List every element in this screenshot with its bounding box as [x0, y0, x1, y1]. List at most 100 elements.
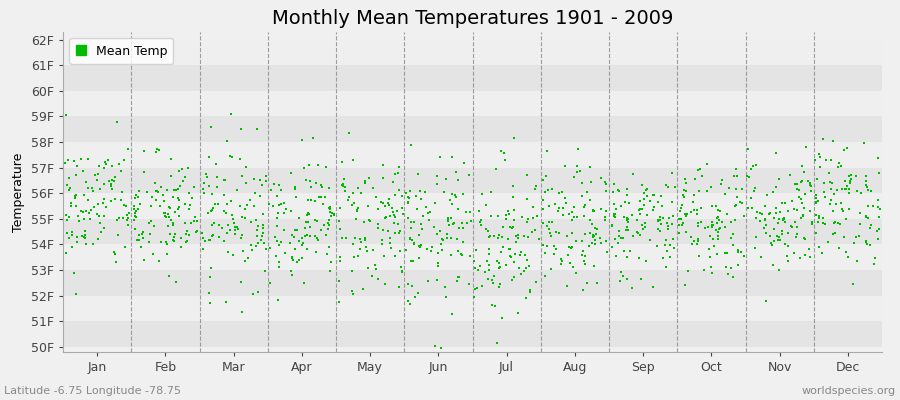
Point: [449, 169, 464, 175]
Point: [76, 208, 91, 215]
Point: [421, 217, 436, 224]
Point: [224, 111, 238, 117]
Point: [583, 217, 598, 224]
Point: [492, 260, 507, 266]
Point: [392, 163, 406, 170]
Point: [86, 241, 101, 248]
Point: [742, 174, 757, 180]
Point: [805, 220, 819, 227]
Point: [618, 199, 633, 206]
Point: [455, 252, 470, 258]
Point: [799, 143, 814, 150]
Point: [599, 237, 614, 244]
Point: [168, 278, 183, 285]
Point: [585, 240, 599, 246]
Point: [658, 242, 672, 248]
Point: [540, 223, 554, 230]
Point: [394, 264, 409, 271]
Point: [519, 265, 534, 272]
Point: [159, 250, 174, 257]
Point: [250, 227, 265, 233]
Point: [529, 182, 544, 189]
Point: [692, 252, 706, 259]
Point: [796, 212, 811, 218]
Point: [777, 215, 791, 221]
Point: [288, 186, 302, 192]
Point: [646, 192, 661, 198]
Point: [758, 216, 772, 222]
Point: [771, 215, 786, 222]
Point: [725, 242, 740, 249]
Point: [345, 288, 359, 294]
Bar: [63, 40, 882, 65]
Point: [586, 208, 600, 214]
Point: [478, 269, 492, 275]
Point: [135, 231, 149, 238]
Point: [411, 232, 426, 238]
Point: [391, 170, 405, 176]
Point: [614, 269, 628, 275]
Point: [494, 234, 508, 240]
Point: [631, 206, 645, 213]
Point: [555, 212, 570, 219]
Point: [64, 200, 78, 206]
Point: [694, 219, 708, 226]
Point: [753, 254, 768, 260]
Point: [630, 217, 644, 224]
Point: [272, 259, 286, 265]
Point: [375, 200, 390, 206]
Point: [248, 217, 263, 224]
Point: [709, 251, 724, 257]
Point: [468, 286, 482, 292]
Point: [374, 198, 388, 205]
Point: [464, 252, 478, 259]
Point: [580, 189, 594, 196]
Point: [679, 180, 693, 186]
Point: [709, 227, 724, 234]
Point: [565, 244, 580, 250]
Point: [482, 234, 497, 240]
Point: [695, 173, 709, 179]
Point: [863, 225, 878, 232]
Point: [173, 183, 187, 190]
Point: [824, 197, 839, 204]
Point: [794, 179, 808, 185]
Point: [395, 269, 410, 276]
Point: [199, 171, 213, 177]
Point: [333, 257, 347, 264]
Point: [159, 214, 174, 220]
Point: [543, 230, 557, 236]
Point: [491, 213, 505, 220]
Point: [571, 146, 585, 152]
Point: [705, 222, 719, 229]
Point: [202, 236, 217, 243]
Point: [107, 178, 122, 185]
Point: [387, 212, 401, 218]
Point: [778, 216, 792, 222]
Point: [387, 214, 401, 220]
Point: [832, 245, 846, 251]
Point: [771, 234, 786, 240]
Point: [362, 217, 376, 223]
Point: [428, 200, 443, 206]
Point: [255, 182, 269, 188]
Point: [540, 243, 554, 250]
Point: [263, 245, 277, 251]
Point: [529, 279, 544, 285]
Bar: [63, 91, 882, 116]
Point: [151, 147, 166, 153]
Point: [769, 210, 783, 216]
Point: [859, 178, 873, 184]
Point: [236, 248, 250, 254]
Point: [520, 215, 535, 222]
Point: [721, 271, 735, 278]
Point: [540, 147, 554, 154]
Point: [159, 238, 174, 245]
Point: [303, 224, 318, 230]
Point: [598, 188, 613, 194]
Point: [272, 182, 286, 188]
Point: [472, 219, 487, 226]
Point: [295, 137, 310, 144]
Point: [91, 170, 105, 177]
Point: [515, 214, 529, 220]
